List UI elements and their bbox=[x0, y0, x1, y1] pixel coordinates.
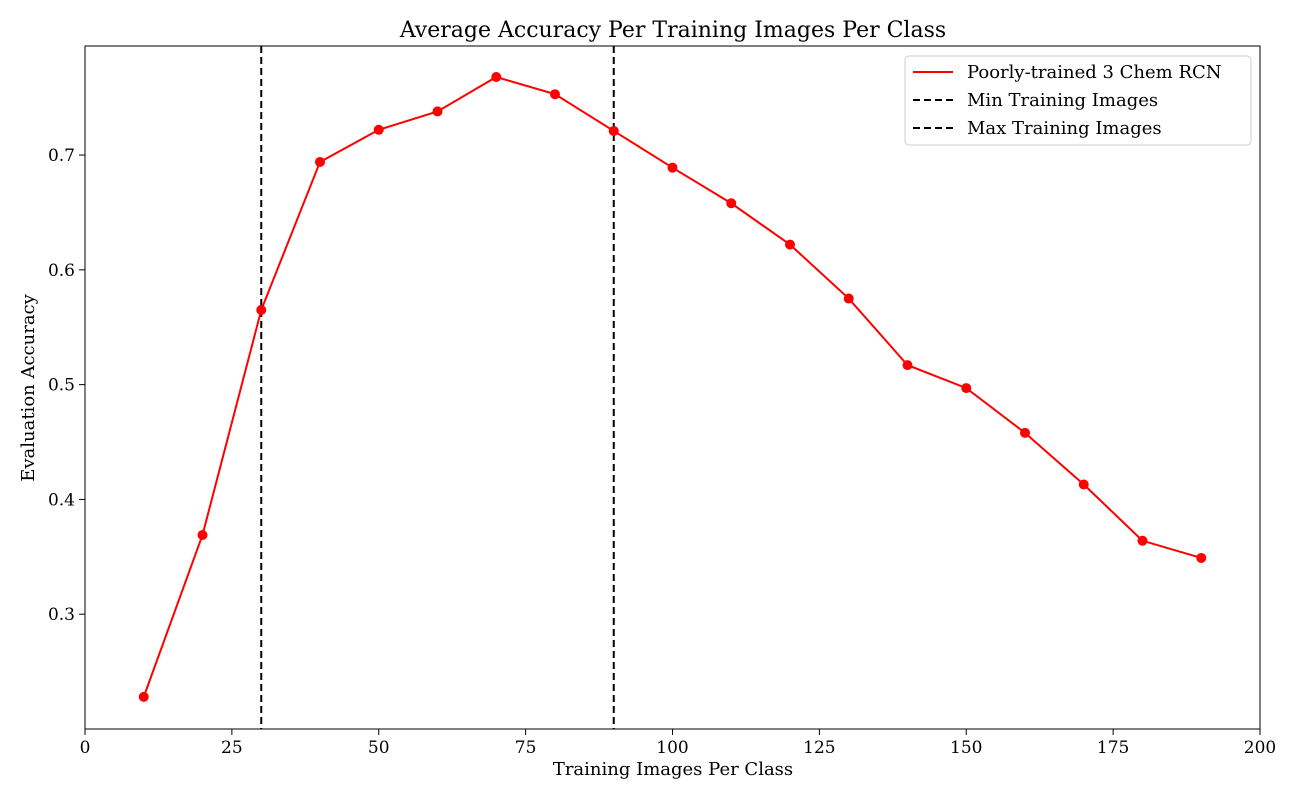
x-tick-label: 75 bbox=[515, 738, 537, 758]
x-tick-label: 125 bbox=[803, 738, 835, 758]
x-tick-label: 25 bbox=[221, 738, 243, 758]
x-tick-label: 50 bbox=[368, 738, 390, 758]
y-tick-label: 0.4 bbox=[48, 490, 75, 510]
x-axis-label: Training Images Per Class bbox=[553, 759, 793, 780]
legend-label: Max Training Images bbox=[967, 118, 1162, 139]
data-point bbox=[785, 239, 795, 250]
y-tick-label: 0.6 bbox=[48, 261, 75, 281]
plot-area bbox=[138, 46, 1207, 729]
data-point bbox=[315, 156, 325, 167]
x-tick-label: 0 bbox=[80, 738, 91, 758]
data-point bbox=[491, 71, 502, 82]
y-tick-label: 0.7 bbox=[48, 146, 75, 166]
y-tick-label: 0.5 bbox=[48, 376, 75, 396]
x-tick-label: 175 bbox=[1097, 738, 1129, 758]
data-point bbox=[197, 530, 208, 541]
x-tick-label: 200 bbox=[1244, 738, 1276, 758]
y-axis-label: Evaluation Accuracy bbox=[18, 293, 39, 481]
data-point bbox=[843, 293, 854, 304]
data-point bbox=[961, 383, 972, 394]
legend-box bbox=[904, 55, 1252, 146]
x-tick-label: 150 bbox=[950, 738, 982, 758]
data-point bbox=[373, 124, 384, 135]
data-point bbox=[726, 198, 737, 209]
data-point bbox=[667, 162, 678, 173]
legend-label: Poorly-trained 3 Chem RCN bbox=[967, 62, 1222, 83]
x-tick-label: 100 bbox=[656, 738, 688, 758]
legend-label: Min Training Images bbox=[967, 90, 1158, 111]
data-point bbox=[1020, 427, 1030, 438]
data-point bbox=[1196, 552, 1207, 563]
chart-title: Average Accuracy Per Training Images Per… bbox=[399, 18, 946, 43]
legend: Poorly-trained 3 Chem RCN Min Training Im… bbox=[904, 55, 1252, 146]
data-point bbox=[138, 691, 149, 702]
data-point bbox=[550, 89, 560, 100]
data-point bbox=[432, 106, 443, 117]
data-point bbox=[256, 305, 267, 316]
data-point bbox=[1078, 479, 1089, 490]
data-point bbox=[1137, 535, 1148, 546]
y-tick-label: 0.3 bbox=[48, 605, 75, 625]
data-point bbox=[608, 125, 619, 136]
axes: 0 25 50 75 100 125 150 175 200 0.3 0.4 0.5 0.6 0.7 bbox=[48, 146, 1276, 758]
data-point bbox=[902, 360, 913, 371]
